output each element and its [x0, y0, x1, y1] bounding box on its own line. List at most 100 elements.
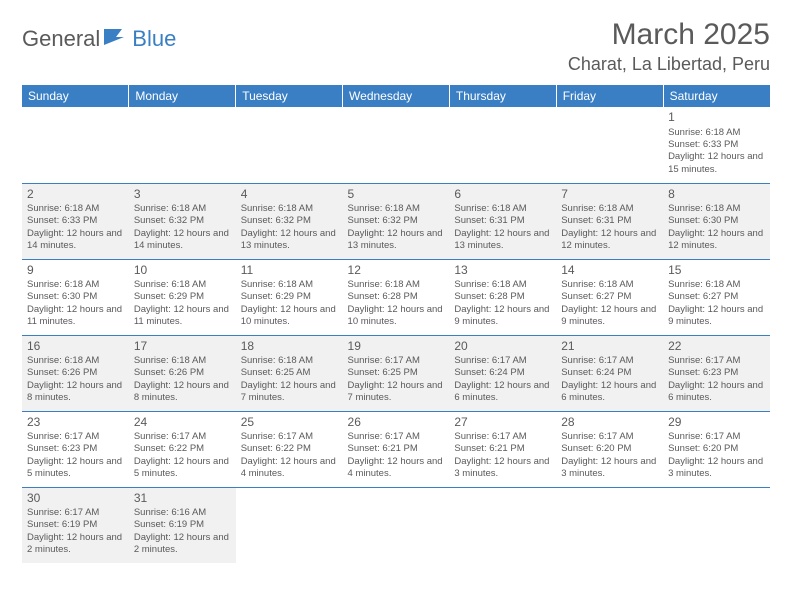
flag-icon [104, 27, 130, 52]
sunset-line: Sunset: 6:25 PM [348, 367, 445, 379]
sunset-line: Sunset: 6:26 PM [27, 367, 124, 379]
daylight-line: Daylight: 12 hours and 11 minutes. [134, 304, 231, 329]
calendar-body: 1Sunrise: 6:18 AMSunset: 6:33 PMDaylight… [22, 107, 770, 563]
sunset-line: Sunset: 6:21 PM [454, 443, 551, 455]
sunset-line: Sunset: 6:24 PM [561, 367, 658, 379]
daylight-line: Daylight: 12 hours and 13 minutes. [348, 228, 445, 253]
sunrise-line: Sunrise: 6:18 AM [668, 203, 765, 215]
logo: General Blue [22, 26, 176, 52]
day-number: 17 [134, 339, 231, 355]
sunset-line: Sunset: 6:30 PM [27, 291, 124, 303]
calendar-cell [449, 107, 556, 183]
sunset-line: Sunset: 6:24 PM [454, 367, 551, 379]
sunset-line: Sunset: 6:26 PM [134, 367, 231, 379]
sunrise-line: Sunrise: 6:17 AM [561, 431, 658, 443]
calendar-cell: 9Sunrise: 6:18 AMSunset: 6:30 PMDaylight… [22, 259, 129, 335]
calendar-head: SundayMondayTuesdayWednesdayThursdayFrid… [22, 85, 770, 107]
sunrise-line: Sunrise: 6:18 AM [668, 279, 765, 291]
daylight-line: Daylight: 12 hours and 5 minutes. [27, 456, 124, 481]
day-number: 8 [668, 187, 765, 203]
sunrise-line: Sunrise: 6:18 AM [241, 203, 338, 215]
sunset-line: Sunset: 6:19 PM [27, 519, 124, 531]
calendar-cell: 29Sunrise: 6:17 AMSunset: 6:20 PMDayligh… [663, 411, 770, 487]
calendar-cell: 3Sunrise: 6:18 AMSunset: 6:32 PMDaylight… [129, 183, 236, 259]
daylight-line: Daylight: 12 hours and 10 minutes. [241, 304, 338, 329]
day-number: 15 [668, 263, 765, 279]
daylight-line: Daylight: 12 hours and 6 minutes. [668, 380, 765, 405]
sunset-line: Sunset: 6:23 PM [668, 367, 765, 379]
weekday-header: Monday [129, 85, 236, 107]
sunset-line: Sunset: 6:29 PM [241, 291, 338, 303]
sunrise-line: Sunrise: 6:17 AM [348, 355, 445, 367]
calendar-cell: 10Sunrise: 6:18 AMSunset: 6:29 PMDayligh… [129, 259, 236, 335]
calendar-table: SundayMondayTuesdayWednesdayThursdayFrid… [22, 85, 770, 563]
calendar-cell: 5Sunrise: 6:18 AMSunset: 6:32 PMDaylight… [343, 183, 450, 259]
day-number: 22 [668, 339, 765, 355]
daylight-line: Daylight: 12 hours and 3 minutes. [668, 456, 765, 481]
sunrise-line: Sunrise: 6:18 AM [241, 355, 338, 367]
sunrise-line: Sunrise: 6:17 AM [668, 355, 765, 367]
day-number: 19 [348, 339, 445, 355]
daylight-line: Daylight: 12 hours and 8 minutes. [134, 380, 231, 405]
weekday-header: Sunday [22, 85, 129, 107]
daylight-line: Daylight: 12 hours and 5 minutes. [134, 456, 231, 481]
sunset-line: Sunset: 6:28 PM [348, 291, 445, 303]
calendar-cell: 13Sunrise: 6:18 AMSunset: 6:28 PMDayligh… [449, 259, 556, 335]
weekday-header: Tuesday [236, 85, 343, 107]
day-number: 16 [27, 339, 124, 355]
daylight-line: Daylight: 12 hours and 4 minutes. [241, 456, 338, 481]
day-number: 27 [454, 415, 551, 431]
month-title: March 2025 [568, 18, 770, 52]
sunrise-line: Sunrise: 6:18 AM [561, 279, 658, 291]
sunrise-line: Sunrise: 6:18 AM [241, 279, 338, 291]
calendar-cell: 18Sunrise: 6:18 AMSunset: 6:25 AMDayligh… [236, 335, 343, 411]
day-number: 12 [348, 263, 445, 279]
daylight-line: Daylight: 12 hours and 2 minutes. [27, 532, 124, 557]
calendar-cell [663, 487, 770, 563]
calendar-cell [556, 107, 663, 183]
day-number: 20 [454, 339, 551, 355]
calendar-cell: 2Sunrise: 6:18 AMSunset: 6:33 PMDaylight… [22, 183, 129, 259]
daylight-line: Daylight: 12 hours and 11 minutes. [27, 304, 124, 329]
sunrise-line: Sunrise: 6:17 AM [348, 431, 445, 443]
calendar-cell: 26Sunrise: 6:17 AMSunset: 6:21 PMDayligh… [343, 411, 450, 487]
sunrise-line: Sunrise: 6:18 AM [454, 203, 551, 215]
sunrise-line: Sunrise: 6:17 AM [134, 431, 231, 443]
sunset-line: Sunset: 6:22 PM [241, 443, 338, 455]
daylight-line: Daylight: 12 hours and 9 minutes. [668, 304, 765, 329]
day-number: 2 [27, 187, 124, 203]
daylight-line: Daylight: 12 hours and 10 minutes. [348, 304, 445, 329]
sunset-line: Sunset: 6:19 PM [134, 519, 231, 531]
sunset-line: Sunset: 6:27 PM [561, 291, 658, 303]
day-number: 14 [561, 263, 658, 279]
calendar-cell: 24Sunrise: 6:17 AMSunset: 6:22 PMDayligh… [129, 411, 236, 487]
daylight-line: Daylight: 12 hours and 14 minutes. [134, 228, 231, 253]
calendar-cell: 15Sunrise: 6:18 AMSunset: 6:27 PMDayligh… [663, 259, 770, 335]
day-number: 25 [241, 415, 338, 431]
day-number: 21 [561, 339, 658, 355]
calendar-cell [449, 487, 556, 563]
day-number: 13 [454, 263, 551, 279]
sunrise-line: Sunrise: 6:18 AM [348, 279, 445, 291]
daylight-line: Daylight: 12 hours and 3 minutes. [454, 456, 551, 481]
calendar-cell: 6Sunrise: 6:18 AMSunset: 6:31 PMDaylight… [449, 183, 556, 259]
sunset-line: Sunset: 6:20 PM [561, 443, 658, 455]
calendar-cell: 4Sunrise: 6:18 AMSunset: 6:32 PMDaylight… [236, 183, 343, 259]
sunset-line: Sunset: 6:28 PM [454, 291, 551, 303]
sunset-line: Sunset: 6:32 PM [241, 215, 338, 227]
day-number: 28 [561, 415, 658, 431]
day-number: 3 [134, 187, 231, 203]
calendar-cell: 16Sunrise: 6:18 AMSunset: 6:26 PMDayligh… [22, 335, 129, 411]
daylight-line: Daylight: 12 hours and 3 minutes. [561, 456, 658, 481]
logo-text-blue: Blue [132, 26, 176, 52]
daylight-line: Daylight: 12 hours and 13 minutes. [241, 228, 338, 253]
day-number: 7 [561, 187, 658, 203]
sunrise-line: Sunrise: 6:17 AM [668, 431, 765, 443]
calendar-cell: 14Sunrise: 6:18 AMSunset: 6:27 PMDayligh… [556, 259, 663, 335]
day-number: 30 [27, 491, 124, 507]
daylight-line: Daylight: 12 hours and 6 minutes. [561, 380, 658, 405]
calendar-cell: 8Sunrise: 6:18 AMSunset: 6:30 PMDaylight… [663, 183, 770, 259]
sunrise-line: Sunrise: 6:17 AM [27, 507, 124, 519]
day-number: 5 [348, 187, 445, 203]
sunrise-line: Sunrise: 6:17 AM [241, 431, 338, 443]
